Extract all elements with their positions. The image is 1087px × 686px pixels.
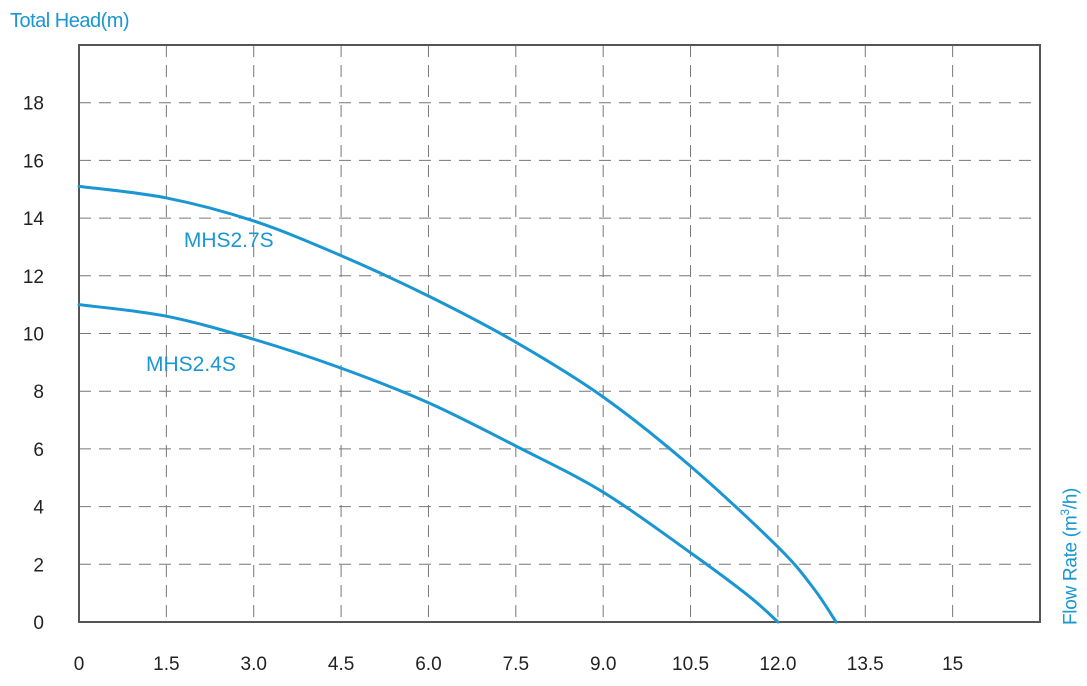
x-axis-title: Flow Rate (m3/h) (1058, 488, 1082, 625)
x-tick-label: 7.5 (503, 654, 529, 675)
y-tick-label: 4 (33, 498, 44, 519)
y-tick-label: 0 (33, 613, 44, 634)
series-labels: MHS2.7S MHS2.4S (146, 229, 274, 376)
x-tick-label: 9.0 (590, 654, 616, 675)
series-curves (77, 184, 838, 624)
x-tick-label: 10.5 (672, 654, 709, 675)
y-tick-label: 16 (23, 151, 44, 172)
x-axis-title-sup: 3 (1058, 509, 1072, 516)
y-tick-label: 18 (23, 94, 44, 115)
x-tick-label: 1.5 (153, 654, 179, 675)
y-tick-label: 6 (33, 440, 44, 461)
series-line-mhs2-7s (77, 184, 838, 624)
y-tick-label: 2 (33, 555, 44, 576)
y-axis-ticks: 0 2 4 6 8 10 12 14 16 18 (23, 94, 45, 634)
x-axis-ticks: 0 1.5 3.0 4.5 6.0 7.5 9.0 10.5 12.0 13.5 15 (74, 654, 963, 675)
y-tick-label: 12 (23, 267, 44, 288)
x-tick-label: 12.0 (759, 654, 796, 675)
series-label-mhs2-7s: MHS2.7S (184, 229, 274, 252)
y-tick-label: 10 (23, 325, 44, 346)
y-tick-label: 14 (23, 209, 45, 230)
grid (79, 45, 1040, 622)
series-label-mhs2-4s: MHS2.4S (146, 353, 236, 376)
y-tick-label: 8 (33, 382, 44, 403)
x-tick-label: 6.0 (415, 654, 441, 675)
x-tick-label: 4.5 (328, 654, 354, 675)
x-axis-title-prefix: Flow Rate (m (1060, 515, 1082, 625)
x-tick-label: 0 (74, 654, 85, 675)
x-tick-label: 15 (942, 654, 963, 675)
x-tick-label: 13.5 (847, 654, 884, 675)
y-axis-title: Total Head(m) (10, 10, 130, 32)
x-axis-title-suffix: /h) (1060, 487, 1082, 510)
series-line-mhs2-4s (77, 303, 780, 624)
plot-frame (78, 44, 1041, 623)
x-tick-label: 3.0 (241, 654, 267, 675)
